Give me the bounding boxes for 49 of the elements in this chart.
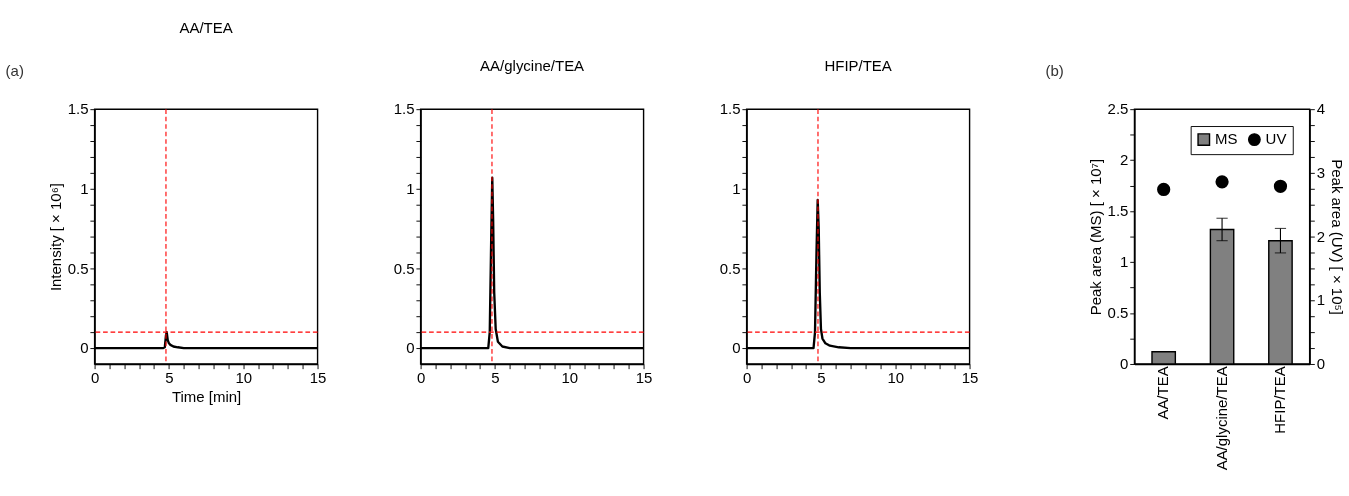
y-axis-title: Peak area (MS) [ × 10⁷] — [1086, 158, 1104, 316]
y-tick-label: 1 — [732, 179, 741, 197]
y-tick-label: 2.5 — [1107, 100, 1129, 118]
legend-label: UV — [1265, 130, 1287, 148]
x-axis-title: Time [min] — [171, 387, 242, 405]
y-tick-label: 2 — [1120, 151, 1129, 169]
y2-tick-label: 2 — [1316, 227, 1326, 245]
y-tick-label: 0 — [406, 339, 415, 357]
y-tick-label: 0.5 — [719, 259, 741, 277]
y-tick-label: 1 — [1120, 253, 1129, 271]
chart-title: AA/TEA — [179, 19, 233, 37]
point — [1215, 175, 1229, 189]
y-tick-label: 0 — [732, 339, 741, 357]
x-tick-label: 5 — [817, 369, 826, 387]
x-tick-label: 5 — [165, 369, 174, 387]
x-tick-label: 10 — [561, 369, 579, 387]
y-tick-label: 0 — [80, 339, 89, 357]
x-tick-label: HFIP/TEA — [1271, 366, 1289, 434]
y-tick-label: 1.5 — [67, 100, 89, 118]
x-tick-label: 10 — [887, 369, 905, 387]
y2-tick-label: 4 — [1316, 100, 1326, 118]
y-tick-label: 0.5 — [1107, 304, 1129, 322]
y-tick-label: 0.5 — [67, 259, 89, 277]
x-tick-label: 15 — [961, 369, 979, 387]
y2-axis-title: Peak area (UV) [ × 10⁵] — [1328, 159, 1346, 315]
text: (b) — [1045, 62, 1064, 80]
y-tick-label: 1.5 — [393, 100, 415, 118]
y-tick-label: 0.5 — [393, 259, 415, 277]
legend-label: MS — [1215, 130, 1238, 148]
point — [1273, 179, 1288, 193]
x-tick-label: AA/glycine/TEA — [1212, 366, 1230, 471]
y-tick-label: 1 — [80, 179, 89, 197]
x-tick-label: AA/TEA — [1154, 366, 1172, 420]
y-tick-label: 1 — [406, 179, 415, 197]
text: (a) — [5, 62, 24, 80]
chart-title: HFIP/TEA — [824, 56, 892, 74]
x-tick-label: 15 — [309, 369, 327, 387]
y2-tick-label: 0 — [1316, 355, 1326, 373]
y-tick-label: 1.5 — [719, 100, 741, 118]
y2-tick-label: 3 — [1316, 164, 1326, 182]
y-axis-title: Intensity [ × 10⁶] — [47, 183, 65, 292]
y-tick-label: 0 — [1120, 355, 1129, 373]
y2-tick-label: 1 — [1316, 291, 1326, 309]
point — [1157, 182, 1171, 197]
x-tick-label: 5 — [491, 369, 500, 387]
x-tick-label: 10 — [235, 369, 253, 387]
chart-title: AA/glycine/TEA — [480, 56, 585, 74]
y-tick-label: 1.5 — [1107, 202, 1129, 220]
x-tick-label: 15 — [635, 369, 653, 387]
